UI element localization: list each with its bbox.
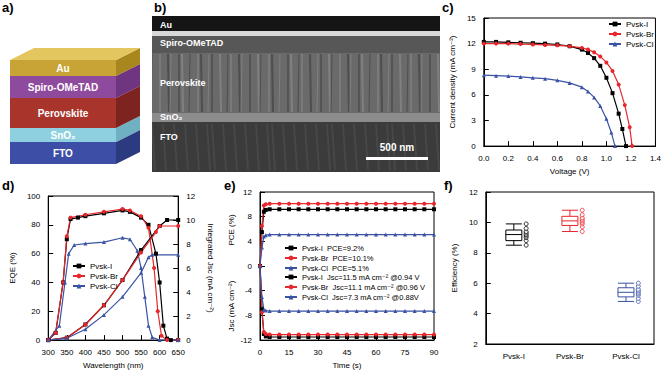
svg-text:20: 20 (31, 307, 40, 316)
svg-text:FTO: FTO (53, 148, 73, 159)
svg-text:40: 40 (31, 278, 40, 287)
svg-text:-12: -12 (240, 336, 252, 345)
svg-text:350: 350 (60, 348, 74, 357)
svg-text:12: 12 (467, 39, 476, 48)
html-text:c): c) (442, 0, 454, 15)
svg-text:4: 4 (186, 288, 191, 297)
svg-text:4: 4 (473, 309, 478, 318)
svg-text:650: 650 (172, 348, 186, 357)
svg-text:EQE (%): EQE (%) (8, 252, 17, 284)
svg-text:-4: -4 (245, 286, 253, 295)
svg-text:Pvsk-I: Pvsk-I (503, 352, 525, 361)
svg-text:Pvsk-Br PCE=10.1%: Pvsk-Br PCE=10.1% (302, 254, 374, 263)
svg-text:Pvsk-Cl: Pvsk-Cl (626, 40, 654, 49)
svg-text:3: 3 (471, 116, 476, 125)
svg-text:1.0: 1.0 (601, 154, 613, 163)
svg-text:Integrated Jsc (mA cm⁻²): Integrated Jsc (mA cm⁻²) (206, 223, 215, 312)
svg-text:0.2: 0.2 (503, 154, 515, 163)
svg-text:Pvsk-Cl: Pvsk-Cl (90, 282, 118, 291)
svg-text:90: 90 (430, 348, 439, 357)
svg-text:12: 12 (243, 188, 252, 197)
svg-text:Perovskite: Perovskite (38, 108, 89, 119)
svg-text:300: 300 (42, 348, 56, 357)
svg-text:6: 6 (186, 264, 191, 273)
svg-text:0.4: 0.4 (527, 154, 539, 163)
svg-text:SnO₂: SnO₂ (160, 112, 183, 122)
svg-text:Current density (mA cm⁻²): Current density (mA cm⁻²) (448, 35, 457, 128)
svg-text:450: 450 (97, 348, 111, 357)
svg-text:500: 500 (116, 348, 130, 357)
svg-text:15: 15 (285, 348, 294, 357)
svg-text:10: 10 (186, 216, 195, 225)
svg-text:SnO₂: SnO₂ (51, 130, 76, 141)
svg-text:Pvsk-Br: Pvsk-Br (626, 30, 654, 39)
svg-text:Spiro-OMeTAD: Spiro-OMeTAD (160, 38, 224, 48)
svg-text:2: 2 (186, 312, 191, 321)
svg-text:Au: Au (56, 63, 69, 74)
svg-text:12: 12 (186, 192, 195, 201)
svg-text:Pvsk-I: Pvsk-I (626, 20, 648, 29)
html-text:b): b) (154, 0, 167, 15)
svg-text:12: 12 (469, 188, 478, 197)
svg-text:100: 100 (27, 192, 41, 201)
svg-text:60: 60 (31, 249, 40, 258)
svg-text:0: 0 (36, 336, 41, 345)
svg-text:0.0: 0.0 (478, 154, 490, 163)
svg-text:Pvsk-I Jsc=11.5 mA cm⁻² @0.94: Pvsk-I Jsc=11.5 mA cm⁻² @0.94 V (302, 273, 420, 282)
svg-text:Spiro-OMeTAD: Spiro-OMeTAD (28, 82, 98, 93)
svg-text:9: 9 (471, 65, 476, 74)
svg-text:500 nm: 500 nm (380, 142, 415, 153)
svg-text:Pvsk-Cl: Pvsk-Cl (612, 352, 640, 361)
svg-text:30: 30 (314, 348, 323, 357)
svg-text:PCE (%): PCE (%) (227, 214, 236, 245)
svg-text:45: 45 (343, 348, 352, 357)
svg-text:-8: -8 (245, 311, 253, 320)
svg-text:0: 0 (186, 336, 191, 345)
svg-text:Pvsk-Cl Jsc=7.3 mA cm⁻² @0.88: Pvsk-Cl Jsc=7.3 mA cm⁻² @0.88V (302, 293, 419, 302)
svg-text:0: 0 (471, 142, 476, 151)
svg-text:0.8: 0.8 (576, 154, 588, 163)
svg-text:FTO: FTO (160, 132, 178, 142)
svg-text:Jsc (mA cm⁻²): Jsc (mA cm⁻²) (227, 280, 236, 331)
html-text:d): d) (2, 178, 15, 193)
svg-text:Pvsk-Cl PCE=5.1%: Pvsk-Cl PCE=5.1% (302, 264, 369, 273)
svg-text:4: 4 (248, 237, 253, 246)
svg-text:6: 6 (473, 279, 478, 288)
svg-text:Pvsk-Br: Pvsk-Br (556, 352, 584, 361)
svg-text:600: 600 (153, 348, 167, 357)
svg-text:0: 0 (258, 348, 263, 357)
svg-text:8: 8 (248, 212, 253, 221)
svg-text:0.6: 0.6 (552, 154, 564, 163)
svg-text:Au: Au (160, 20, 172, 30)
svg-text:Pvsk-Br Jsc=11.1 mA cm⁻² @0.9: Pvsk-Br Jsc=11.1 mA cm⁻² @0.96 V (302, 283, 425, 292)
svg-text:80: 80 (31, 220, 40, 229)
svg-text:400: 400 (79, 348, 93, 357)
svg-text:60: 60 (372, 348, 381, 357)
svg-text:Efficiency (%): Efficiency (%) (450, 243, 459, 292)
svg-text:550: 550 (134, 348, 148, 357)
svg-text:1.4: 1.4 (650, 154, 662, 163)
svg-text:2: 2 (473, 340, 478, 349)
svg-text:Time (s): Time (s) (332, 361, 361, 370)
svg-text:Pvsk-I PCE=9.2%: Pvsk-I PCE=9.2% (302, 244, 364, 253)
svg-text:0: 0 (248, 262, 253, 271)
svg-text:8: 8 (186, 240, 191, 249)
svg-text:Perovskite: Perovskite (160, 78, 206, 88)
svg-text:Voltage (V): Voltage (V) (550, 167, 590, 176)
svg-text:Wavelength (nm): Wavelength (nm) (83, 361, 144, 370)
svg-text:Pvsk-Br: Pvsk-Br (90, 272, 118, 281)
svg-text:8: 8 (473, 248, 478, 257)
svg-text:6: 6 (471, 90, 476, 99)
html-text:f): f) (444, 178, 453, 193)
svg-text:Pvsk-I: Pvsk-I (90, 262, 112, 271)
svg-text:75: 75 (401, 348, 410, 357)
html-text:e): e) (224, 178, 236, 193)
html-text:a): a) (2, 0, 14, 15)
svg-text:1.2: 1.2 (625, 154, 637, 163)
svg-text:10: 10 (469, 218, 478, 227)
svg-text:15: 15 (467, 14, 476, 23)
